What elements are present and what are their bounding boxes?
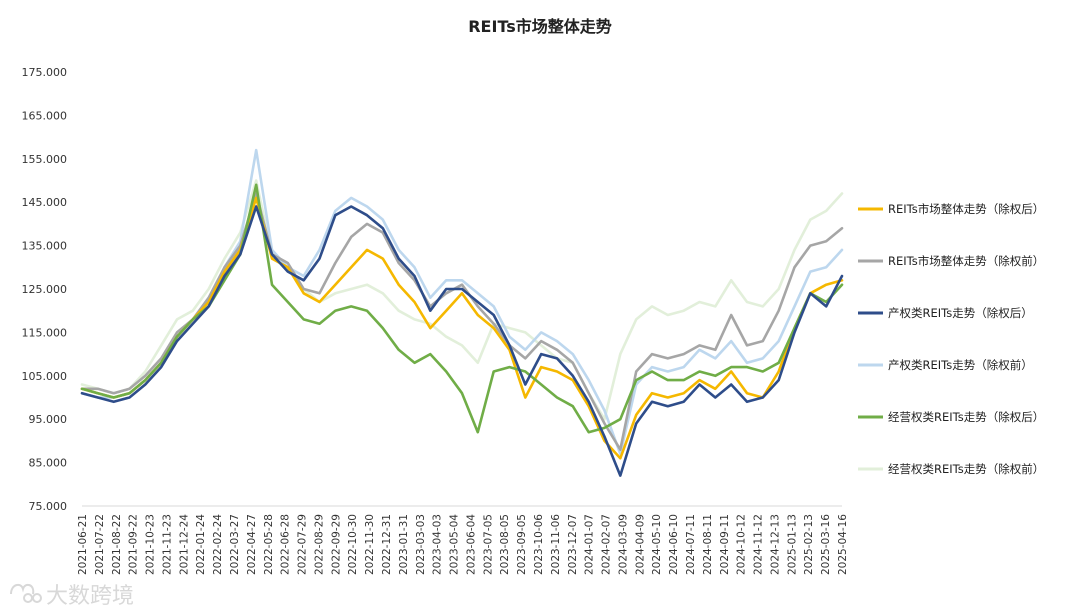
y-tick-label: 135.000: [22, 240, 68, 253]
x-tick-label: 2023-07-05: [482, 514, 494, 575]
y-tick-label: 175.000: [22, 66, 68, 79]
x-tick-label: 2023-05-04: [449, 514, 461, 575]
legend-label-2: 产权类REITs走势（除权后）: [888, 306, 1033, 320]
x-tick-label: 2022-03-27: [229, 514, 241, 575]
x-tick-label: 2024-05-10: [651, 514, 663, 575]
watermark-text: 大数跨境: [46, 584, 134, 609]
x-tick-label: 2024-01-07: [584, 514, 596, 575]
x-tick-label: 2022-06-28: [280, 514, 292, 575]
legend-label-4: 经营权类REITs走势（除权后）: [888, 410, 1044, 424]
x-tick-label: 2021-12-24: [178, 514, 190, 575]
y-tick-label: 115.000: [22, 326, 68, 339]
legend-label-1: REITs市场整体走势（除权前）: [888, 254, 1044, 268]
x-tick-label: 2023-06-04: [465, 514, 477, 575]
series-line-3: [80, 148, 844, 456]
y-tick-label: 95.000: [29, 413, 68, 426]
y-axis: 75.000 85.000 95.000 105.000 115.000 125.000 1…: [22, 66, 68, 513]
x-tick-label: 2021-11-23: [161, 514, 173, 575]
x-tick-label: 2025-02-13: [803, 514, 815, 575]
legend: REITs市场整体走势（除权后） REITs市场整体走势（除权前） 产权类REITs…: [858, 202, 1044, 476]
x-tick-label: 2022-02-24: [212, 514, 224, 575]
x-tick-label: 2021-08-22: [111, 514, 123, 575]
y-tick-label: 105.000: [22, 370, 68, 383]
legend-label-0: REITs市场整体走势（除权后）: [888, 202, 1044, 216]
y-tick-label: 165.000: [22, 109, 68, 122]
x-tick-label: 2025-04-16: [837, 514, 849, 575]
y-tick-label: 75.000: [29, 500, 68, 513]
x-tick-label: 2022-10-30: [347, 514, 359, 575]
series-line-2: [80, 205, 844, 477]
series-line-5: [80, 179, 844, 421]
series-line-1: [80, 192, 844, 451]
x-tick-label: 2024-04-09: [634, 514, 646, 575]
x-tick-label: 2021-07-22: [94, 514, 106, 575]
x-tick-label: 2023-04-03: [432, 514, 444, 575]
watermark: 大数跨境: [10, 583, 134, 609]
x-tick-label: 2023-03-03: [415, 514, 427, 575]
x-tick-label: 2022-05-28: [263, 514, 275, 575]
x-tick-label: 2021-10-23: [145, 514, 157, 575]
chart-title: REITs市场整体走势: [468, 17, 612, 36]
watermark-logo-icon: [10, 583, 42, 603]
x-tick-label: 2022-04-27: [246, 514, 258, 575]
y-tick-label: 155.000: [22, 153, 68, 166]
x-tick-label: 2024-11-12: [753, 514, 765, 575]
x-tick-label: 2023-09-05: [516, 514, 528, 575]
x-tick-label: 2022-12-31: [381, 514, 393, 575]
x-tick-label: 2023-11-06: [550, 514, 562, 575]
x-tick-label: 2021-09-22: [128, 514, 140, 575]
x-tick-label: 2024-09-11: [719, 514, 731, 575]
series-lines: [80, 148, 844, 477]
x-tick-label: 2022-08-29: [313, 514, 325, 575]
x-tick-label: 2025-01-13: [786, 514, 798, 575]
x-tick-label: 2024-02-07: [601, 514, 613, 575]
x-tick-label: 2024-12-13: [769, 514, 781, 575]
x-tick-label: 2022-01-24: [195, 514, 207, 575]
y-tick-label: 85.000: [29, 457, 68, 470]
legend-label-5: 经营权类REITs走势（除权前）: [888, 462, 1044, 476]
x-tick-label: 2022-11-30: [364, 514, 376, 575]
x-tick-label: 2023-08-05: [499, 514, 511, 575]
legend-label-3: 产权类REITs走势（除权前）: [888, 358, 1033, 372]
x-tick-label: 2024-07-11: [685, 514, 697, 575]
x-tick-label: 2022-09-29: [330, 514, 342, 575]
series-line-0: [80, 196, 844, 460]
x-tick-label: 2024-06-10: [668, 514, 680, 575]
x-tick-label: 2024-08-11: [702, 514, 714, 575]
x-tick-label: 2025-03-16: [820, 514, 832, 575]
x-tick-label: 2023-10-06: [533, 514, 545, 575]
x-tick-label: 2024-10-12: [736, 514, 748, 575]
x-tick-label: 2024-03-09: [617, 514, 629, 575]
y-tick-label: 145.000: [22, 196, 68, 209]
x-tick-label: 2021-06-21: [77, 514, 89, 575]
x-axis: 2021-06-21 2021-07-22 2021-08-22 2021-09-22…: [77, 505, 849, 575]
x-tick-label: 2023-12-07: [567, 514, 579, 575]
x-tick-label: 2022-07-29: [297, 514, 309, 575]
x-tick-label: 2023-01-31: [398, 514, 410, 575]
y-tick-label: 125.000: [22, 283, 68, 296]
